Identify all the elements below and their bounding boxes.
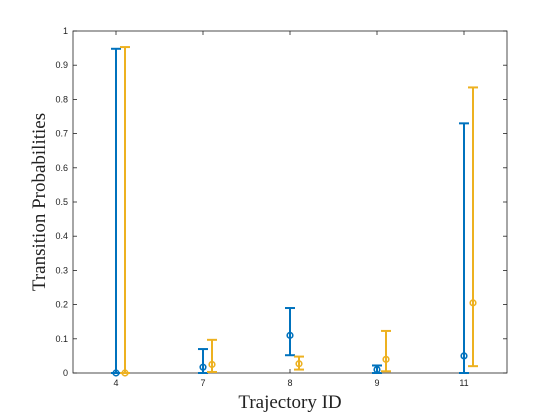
x-axis-title: Trajectory ID [238,392,341,413]
y-tick-labels: 0 0.1 0.2 0.3 0.4 0.5 0.6 0.7 0.8 0.9 1 [55,26,68,378]
error-bar-series-1 [372,364,382,374]
error-bar-series-1 [459,122,469,374]
x-tick-label: 9 [374,378,379,388]
x-tick-label: 11 [459,378,468,388]
data-point-marker [121,369,129,377]
data-point-marker [286,331,294,339]
error-bar-series-2 [120,46,130,377]
x-tick-labels: 4 7 8 9 11 [113,378,468,388]
x-tick-label: 4 [113,378,118,388]
error-bar-series-2 [207,338,217,373]
error-bar-series-2 [294,355,304,371]
error-bar-series-1 [285,307,295,357]
x-tick-label: 7 [200,378,205,388]
axes [72,30,508,374]
y-tick-label: 0.3 [55,265,68,275]
data-point-marker [469,299,477,307]
data-point-marker [382,355,390,363]
y-tick-label: 0.7 [55,129,68,139]
y-tick-label: 0.6 [55,163,68,173]
error-bar-series-2 [468,86,478,368]
y-tick-label: 0.9 [55,60,68,70]
data-point-marker [373,365,381,374]
y-axis-title: Transition Probabilities [29,113,50,291]
error-bar-series-1 [198,348,208,374]
data-point-marker [199,363,207,371]
data-marks [111,46,478,377]
error-bar-series-2 [381,329,391,373]
y-tick-label: 1 [63,26,68,36]
y-tick-label: 0.2 [55,300,68,310]
y-tick-label: 0.4 [55,231,68,241]
y-tick-label: 0.5 [55,197,68,207]
y-tick-label: 0 [63,368,68,378]
data-point-marker [295,360,303,368]
y-tick-label: 0.1 [55,334,68,344]
error-bar-series-1 [111,47,121,377]
data-point-marker [460,352,468,360]
x-tick-label: 8 [287,378,292,388]
y-tick-label: 0.8 [55,94,68,104]
data-point-marker [208,360,216,369]
data-point-marker [112,369,120,377]
